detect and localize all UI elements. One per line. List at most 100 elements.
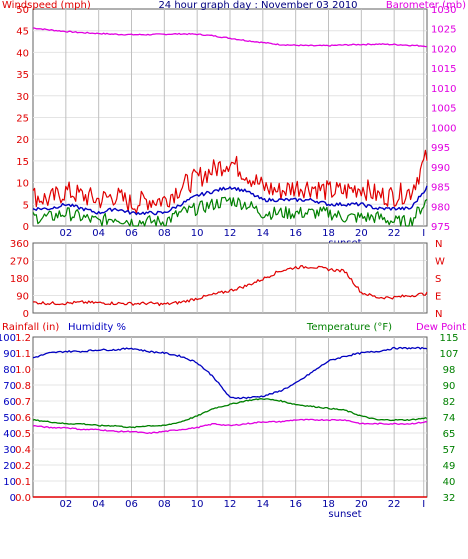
temperature-series-line <box>32 398 428 429</box>
humidity-axis-label: Humidity % <box>68 322 126 333</box>
humidity-axis-tick: 60 <box>3 397 16 408</box>
x-tick-label: I <box>422 228 425 239</box>
wind-axis-tick: 35 <box>16 70 29 81</box>
wind-series-line <box>32 196 428 227</box>
barometer-axis-tick: 995 <box>431 143 450 154</box>
x-tick-label: 22 <box>388 499 401 510</box>
chart-title: 24 hour graph day : November 03 2010 <box>158 0 357 11</box>
wind-axis-tick: 0 <box>23 222 29 233</box>
humidity-axis-tick: 0 <box>10 493 16 504</box>
barometer-axis-tick: 1005 <box>431 104 456 115</box>
x-tick-label: I <box>422 499 425 510</box>
wind-axis-tick: 40 <box>16 48 29 59</box>
x-tick-label: 18 <box>322 499 335 510</box>
x-tick-label: 14 <box>256 228 269 239</box>
temperature-axis-tick: 57 <box>443 445 456 456</box>
rainfall-axis-tick: 0.8 <box>15 381 31 392</box>
direction-axis-tick: 270 <box>10 257 29 268</box>
rainfall-axis-tick: 0.2 <box>15 461 31 472</box>
x-tick-label: 08 <box>158 228 171 239</box>
x-tick-label: 04 <box>92 228 105 239</box>
barometer-axis-tick: 975 <box>431 222 450 233</box>
wind-axis-tick: 25 <box>16 114 29 125</box>
temperature-axis-tick: 32 <box>443 493 456 504</box>
x-tick-label: 16 <box>289 228 302 239</box>
wind-axis-tick: 10 <box>16 179 29 190</box>
temperature-axis-tick: 98 <box>443 365 456 376</box>
temperature-axis-tick: 74 <box>443 413 456 424</box>
compass-axis-tick: S <box>435 274 441 285</box>
temperature-axis-tick: 82 <box>443 397 456 408</box>
x-tick-label: 20 <box>355 228 368 239</box>
barometer-axis-tick: 985 <box>431 183 450 194</box>
average-wind-series-line <box>32 185 428 216</box>
direction-axis-tick: 0 <box>23 309 29 320</box>
barometer-axis-tick: 1015 <box>431 64 456 75</box>
temperature-axis-label: Temperature (°F) <box>306 322 392 333</box>
humidity-axis-tick: 20 <box>3 461 16 472</box>
wind-axis-tick: 50 <box>16 5 29 16</box>
barometer-axis-tick: 1020 <box>431 44 456 55</box>
rainfall-axis-tick: 1.1 <box>15 349 31 360</box>
compass-axis-tick: N <box>435 239 442 250</box>
x-tick-label: 06 <box>125 228 138 239</box>
temperature-axis-tick: 115 <box>439 333 458 344</box>
dew-point-axis-label: Dew Point <box>416 322 466 333</box>
barometer-axis-tick: 1025 <box>431 25 456 36</box>
temperature-axis-tick: 65 <box>443 429 456 440</box>
barometer-axis-tick: 1010 <box>431 84 456 95</box>
humidity-axis-tick: 10 <box>3 477 16 488</box>
rainfall-axis-label: Rainfall (in) <box>2 322 59 333</box>
x-tick-label: 10 <box>191 499 204 510</box>
compass-axis-tick: E <box>435 292 441 303</box>
humidity-axis-tick: 100 <box>0 333 16 344</box>
compass-axis-tick: N <box>435 309 442 320</box>
direction-axis-tick: 180 <box>10 274 29 285</box>
rainfall-axis-tick: 0.5 <box>15 429 31 440</box>
direction-axis-tick: 90 <box>16 292 29 303</box>
humidity-axis-tick: 80 <box>3 365 16 376</box>
temperature-axis-tick: 40 <box>443 477 456 488</box>
x-tick-label: 22 <box>388 228 401 239</box>
temperature-axis-tick: 107 <box>439 349 458 360</box>
wind-axis-tick: 45 <box>16 27 29 38</box>
rainfall-axis-tick: 0.6 <box>15 413 31 424</box>
rainfall-axis-tick: 0.4 <box>15 445 31 456</box>
x-tick-label: 12 <box>224 499 237 510</box>
humidity-axis-tick: 90 <box>3 349 16 360</box>
humidity-axis-tick: 70 <box>3 381 16 392</box>
rainfall-axis-tick: 1.0 <box>15 365 31 376</box>
barometer-axis-tick: 980 <box>431 202 450 213</box>
barometer-axis-tick: 990 <box>431 163 450 174</box>
barometer-axis-tick: 1030 <box>431 5 456 16</box>
x-tick-label: 02 <box>59 228 72 239</box>
compass-axis-tick: W <box>435 257 445 268</box>
wind-direction-series-line <box>32 265 428 307</box>
humidity-axis-tick: 50 <box>3 413 16 424</box>
x-tick-label: 06 <box>125 499 138 510</box>
barometer-axis-tick: 1000 <box>431 123 456 134</box>
humidity-axis-tick: 40 <box>3 429 16 440</box>
x-tick-label: 14 <box>256 499 269 510</box>
dew-point-series-line <box>32 418 428 435</box>
rainfall-axis-tick: 0.1 <box>15 477 31 488</box>
x-tick-label: 12 <box>224 228 237 239</box>
humidity-axis-tick: 30 <box>3 445 16 456</box>
wind-axis-tick: 20 <box>16 135 29 146</box>
gust-series-line <box>32 149 428 214</box>
barometer-series-line <box>32 27 428 48</box>
x-tick-label: 18 <box>322 228 335 239</box>
sunset-label: sunset <box>328 509 361 520</box>
temperature-axis-tick: 49 <box>443 461 456 472</box>
x-tick-label: 10 <box>191 228 204 239</box>
x-tick-label: 16 <box>289 499 302 510</box>
barometer-axis-label: Barometer (mb) <box>386 0 466 11</box>
wind-axis-tick: 5 <box>23 200 29 211</box>
x-tick-label: 08 <box>158 499 171 510</box>
rainfall-axis-tick: 0.0 <box>15 493 31 504</box>
direction-axis-tick: 360 <box>10 239 29 250</box>
rainfall-axis-tick: 0.7 <box>15 397 31 408</box>
wind-axis-tick: 30 <box>16 92 29 103</box>
